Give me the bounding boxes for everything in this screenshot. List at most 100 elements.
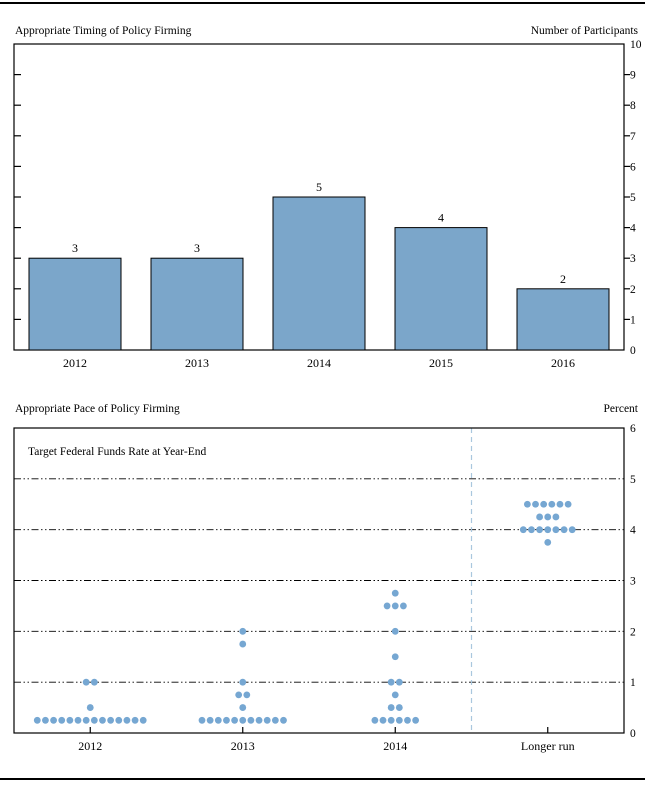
- dot-2014-0.25: [412, 716, 420, 724]
- timing-chart-header: Appropriate Timing of Policy Firming Num…: [15, 25, 638, 38]
- timing-ytick-label: 1: [630, 314, 636, 326]
- timing-right-axis-title: Number of Participants: [530, 25, 638, 37]
- dot-2014-0.5: [395, 704, 403, 711]
- bar-2016: [516, 288, 610, 351]
- top-rule: [0, 2, 645, 4]
- dot-2014-0.25: [371, 716, 379, 724]
- dot-Longer run-4: [536, 526, 543, 534]
- dot-Longer run-3.75: [544, 538, 552, 546]
- dot-2012-0.25: [33, 716, 41, 724]
- dot-2013-0.75: [243, 691, 251, 699]
- timing-ytick-label: 0: [630, 345, 636, 357]
- dot-Longer run-4.5: [548, 500, 556, 508]
- bottom-rule: [0, 778, 645, 780]
- timing-ytick-label: 3: [630, 253, 636, 265]
- dot-2013-1.75: [239, 640, 247, 648]
- bar-2013: [150, 257, 244, 351]
- pace-ytick-label: 4: [630, 525, 636, 537]
- timing-ytick-label: 6: [630, 161, 636, 173]
- dot-2012-1: [90, 678, 98, 686]
- bar-value-label-2015: 4: [438, 211, 444, 225]
- dot-Longer run-4: [560, 526, 568, 534]
- dot-2014-0.25: [387, 716, 395, 724]
- dot-2013-0.75: [235, 691, 243, 699]
- dot-2013-0.25: [263, 716, 271, 724]
- dot-2012-0.25: [66, 716, 74, 724]
- dot-2012-0.25: [123, 716, 131, 724]
- pace-ytick-label: 0: [630, 728, 636, 740]
- dot-2014-2.5: [391, 602, 399, 610]
- dot-2014-0.5: [387, 704, 395, 711]
- dot-Longer run-4.5: [523, 500, 531, 508]
- bar-value-label-2014: 5: [316, 180, 322, 194]
- dot-2013-0.25: [255, 716, 263, 724]
- dot-2013-0.25: [206, 716, 214, 724]
- dot-2012-0.25: [139, 716, 147, 724]
- timing-xtick-label-2014: 2014: [307, 356, 331, 370]
- dot-2014-2.75: [391, 589, 399, 597]
- dot-2014-1: [387, 678, 395, 686]
- dot-Longer run-4: [552, 526, 560, 534]
- pace-ytick-label: 3: [630, 576, 636, 588]
- dot-2013-0.25: [239, 716, 247, 724]
- bar-2014: [272, 196, 366, 351]
- pace-plot-frame: [13, 427, 625, 734]
- pace-xtick-label-3: Longer run: [521, 739, 575, 753]
- dot-2013-0.5: [239, 704, 247, 711]
- bar-value-label-2013: 3: [194, 241, 200, 255]
- dot-Longer run-4.25: [544, 513, 552, 521]
- dot-2013-0.25: [223, 716, 230, 724]
- dot-Longer run-4.5: [556, 500, 564, 508]
- dot-2014-1: [395, 678, 403, 686]
- dot-Longer run-4.25: [536, 513, 543, 521]
- dot-2013-0.25: [214, 716, 222, 724]
- bar-value-label-2016: 2: [560, 272, 566, 286]
- pace-xtick-label-2: 2014: [383, 739, 407, 753]
- dot-2014-2.5: [383, 602, 391, 610]
- dot-2014-2: [391, 627, 399, 635]
- timing-ytick-label: 5: [630, 192, 636, 204]
- pace-xtick-label-0: 2012: [78, 739, 102, 753]
- pace-right-axis-title: Percent: [603, 403, 638, 415]
- dot-Longer run-4.5: [540, 500, 548, 508]
- dot-2013-1: [239, 678, 247, 686]
- dot-2013-0.25: [231, 716, 239, 724]
- dot-2014-1.5: [391, 653, 399, 661]
- dot-2012-0.5: [86, 704, 94, 711]
- dot-2012-0.25: [99, 716, 106, 724]
- dot-2013-2: [239, 627, 247, 635]
- dot-2012-1: [82, 678, 90, 686]
- dot-2014-2.5: [400, 602, 407, 610]
- dot-2014-0.25: [395, 716, 403, 724]
- pace-chart-header: Appropriate Pace of Policy Firming Perce…: [15, 403, 638, 416]
- dot-2012-0.25: [58, 716, 66, 724]
- timing-xtick-label-2015: 2015: [429, 356, 453, 370]
- dot-2013-0.25: [280, 716, 287, 724]
- pace-ytick-label: 2: [630, 626, 636, 638]
- dot-2013-0.25: [271, 716, 279, 724]
- timing-xtick-label-2012: 2012: [63, 356, 87, 370]
- dot-2014-0.25: [379, 716, 387, 724]
- dot-2012-0.25: [115, 716, 123, 724]
- dot-2013-0.25: [198, 716, 206, 724]
- dot-2012-0.25: [90, 716, 98, 724]
- pace-ytick-label: 6: [630, 423, 636, 435]
- pace-chart-inner-label: Target Federal Funds Rate at Year-End: [28, 446, 207, 458]
- dot-2014-0.75: [391, 691, 399, 699]
- timing-ytick-label: 10: [630, 39, 642, 51]
- dot-Longer run-4: [519, 526, 527, 534]
- timing-ytick-label: 4: [630, 223, 636, 235]
- timing-ytick-label: 7: [630, 131, 636, 143]
- timing-xtick-label-2013: 2013: [185, 356, 209, 370]
- timing-chart-title: Appropriate Timing of Policy Firming: [15, 25, 192, 37]
- bar-2012: [28, 257, 122, 351]
- pace-xtick-label-1: 2013: [231, 739, 255, 753]
- dot-2012-0.25: [131, 716, 139, 724]
- dot-2012-0.25: [107, 716, 115, 724]
- dot-Longer run-4.25: [552, 513, 560, 521]
- dot-2013-0.25: [247, 716, 255, 724]
- pace-chart-title: Appropriate Pace of Policy Firming: [15, 403, 180, 415]
- bar-value-label-2012: 3: [72, 241, 78, 255]
